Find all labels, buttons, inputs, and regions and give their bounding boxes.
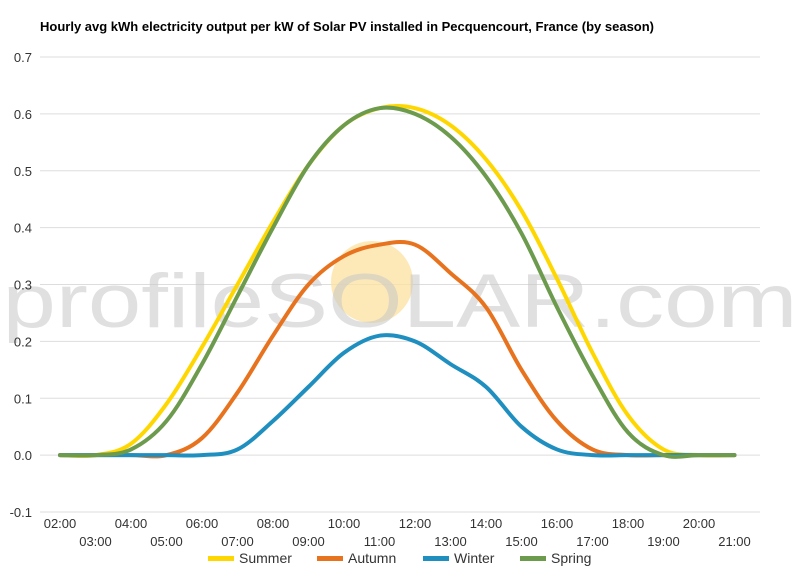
y-tick-label: -0.1 [10, 505, 32, 520]
legend-item-summer[interactable]: Summer [208, 549, 292, 567]
legend-label: Autumn [348, 550, 397, 566]
legend-swatch [317, 555, 343, 561]
series-line-winter [58, 333, 737, 458]
x-tick-label: 13:00 [434, 534, 467, 549]
series-lines [58, 104, 737, 459]
y-tick-label: 0.0 [14, 448, 32, 463]
y-tick-label: 0.6 [14, 107, 32, 122]
x-tick-label: 21:00 [718, 534, 751, 549]
x-tick-label: 06:00 [186, 516, 219, 531]
watermark: profileSOLAR.com [3, 241, 798, 344]
x-tick-label: 04:00 [115, 516, 148, 531]
y-tick-label: 0.1 [14, 391, 32, 406]
legend-item-autumn[interactable]: Autumn [317, 549, 396, 567]
legend: Summer Autumn Winter Spring [0, 549, 800, 567]
x-tick-label: 03:00 [79, 534, 112, 549]
legend-swatch [423, 555, 449, 561]
y-tick-label: 0.7 [14, 50, 32, 65]
x-tick-label: 12:00 [399, 516, 432, 531]
y-tick-label: 0.2 [14, 334, 32, 349]
x-tick-label: 18:00 [612, 516, 645, 531]
x-tick-label: 19:00 [647, 534, 680, 549]
legend-swatch [520, 555, 546, 561]
series-line-spring [58, 105, 737, 459]
y-tick-label: 0.5 [14, 164, 32, 179]
x-tick-label: 08:00 [257, 516, 290, 531]
x-tick-label: 17:00 [576, 534, 609, 549]
x-tick-label: 09:00 [292, 534, 325, 549]
legend-swatch [208, 555, 234, 561]
chart-title: Hourly avg kWh electricity output per kW… [40, 19, 655, 34]
watermark-text: profileSOLAR.com [3, 259, 798, 344]
x-tick-label: 20:00 [683, 516, 716, 531]
legend-label: Spring [551, 550, 592, 566]
x-tick-label: 16:00 [541, 516, 574, 531]
axes: 0.7 0.6 0.5 0.4 0.3 0.2 0.1 0.0 -0.1 02:0003:0004… [10, 50, 751, 549]
watermark-sun [331, 241, 413, 323]
x-tick-label: 14:00 [470, 516, 503, 531]
legend-item-winter[interactable]: Winter [423, 549, 494, 567]
legend-label: Winter [454, 550, 495, 566]
legend-item-spring[interactable]: Spring [520, 549, 591, 567]
y-tick-label: 0.3 [14, 278, 32, 293]
y-tick-label: 0.4 [14, 221, 32, 236]
x-tick-label: 11:00 [364, 534, 396, 549]
x-tick-label: 02:00 [44, 516, 77, 531]
legend-label: Summer [239, 550, 292, 566]
series-line-summer [58, 104, 737, 458]
x-tick-label: 05:00 [150, 534, 183, 549]
x-tick-label: 10:00 [328, 516, 361, 531]
x-tick-label: 07:00 [221, 534, 254, 549]
x-tick-label: 15:00 [505, 534, 538, 549]
